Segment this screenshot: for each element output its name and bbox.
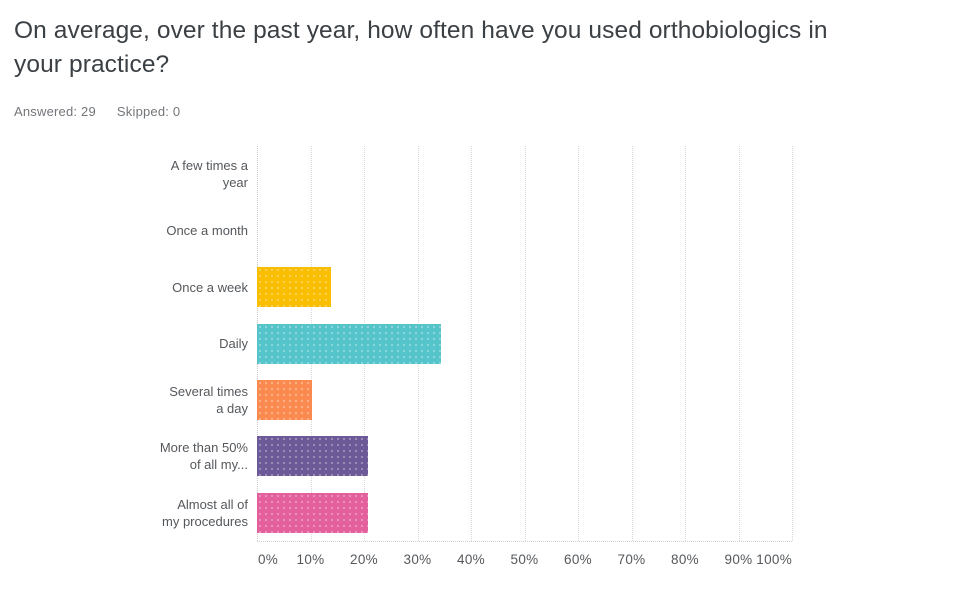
question-title: On average, over the past year, how ofte… <box>14 17 828 78</box>
x-tick-label: 60% <box>564 552 592 567</box>
bar[interactable] <box>257 267 331 308</box>
x-tick-label: 80% <box>671 552 699 567</box>
x-tick-label: 40% <box>457 552 485 567</box>
plot-area <box>257 146 793 542</box>
category-label: A few times a year <box>170 158 248 191</box>
bar[interactable] <box>257 492 368 533</box>
gridline <box>578 146 579 541</box>
bar[interactable] <box>257 379 313 420</box>
category-label: Once a week <box>172 279 248 295</box>
horizontal-bar-chart: A few times a year Once a month Once a wee… <box>0 146 976 586</box>
bar[interactable] <box>257 323 442 364</box>
category-label: Several times a day <box>169 383 248 416</box>
gridline <box>792 146 793 541</box>
x-tick-label: 50% <box>510 552 539 567</box>
x-tick-label: 20% <box>350 552 378 567</box>
category-label: Daily <box>219 335 248 351</box>
gridline <box>685 146 686 541</box>
gridline <box>738 146 740 541</box>
x-axis-line <box>257 541 792 542</box>
answered-count: Answered: 29 <box>14 104 96 119</box>
x-tick-label: 100% <box>756 552 792 567</box>
x-tick-label: 10% <box>296 552 325 567</box>
gridline <box>631 146 633 541</box>
x-tick-label: 70% <box>617 552 646 567</box>
category-label: More than 50% of all my... <box>159 440 248 473</box>
response-meta: Answered: 29 Skipped: 0 <box>14 104 180 119</box>
category-label: Once a month <box>166 223 248 239</box>
x-tick-label: 90% <box>724 552 753 567</box>
x-tick-label: 30% <box>403 552 432 567</box>
category-axis: A few times a year Once a month Once a wee… <box>128 146 248 541</box>
category-label: Almost all of my procedures <box>162 496 248 529</box>
x-tick-label: 0% <box>258 552 279 567</box>
bar[interactable] <box>257 436 368 477</box>
skipped-count: Skipped: 0 <box>116 104 181 119</box>
gridline <box>524 146 526 541</box>
gridline <box>471 146 472 541</box>
percent-axis: 0% 10% 20% 30% 40% 50% 60% 70% 80% 90% 100% <box>257 552 792 572</box>
